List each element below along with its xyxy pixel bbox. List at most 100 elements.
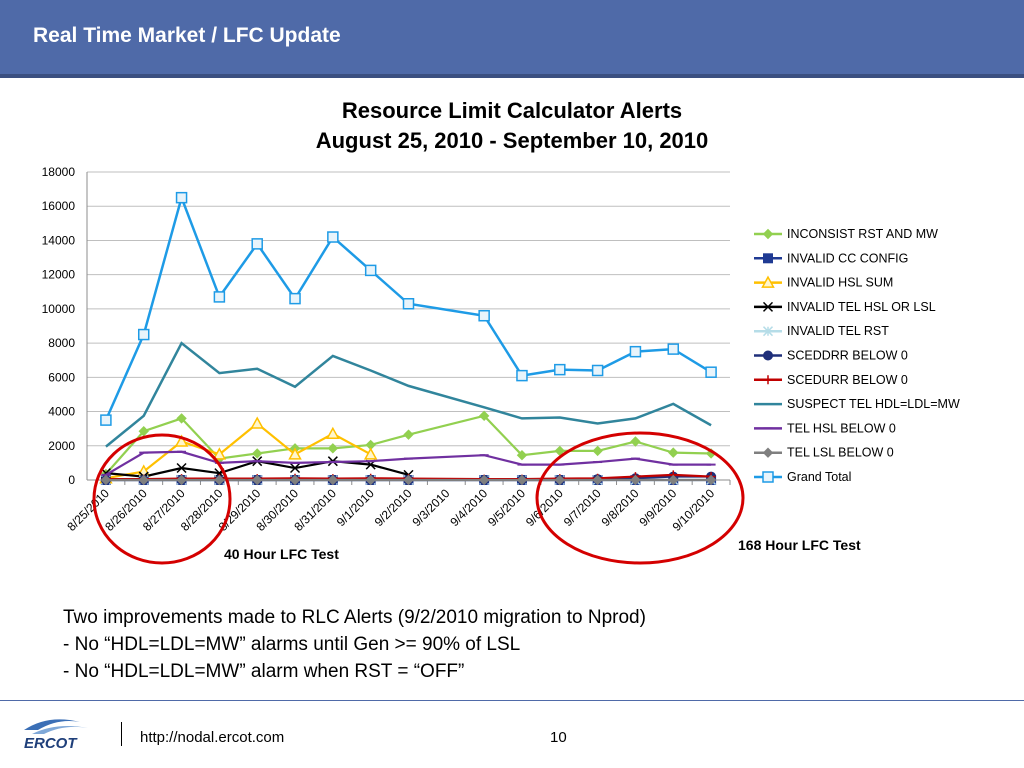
notes-line-1: Two improvements made to RLC Alerts (9/2…	[63, 607, 646, 628]
data-point	[592, 445, 603, 457]
data-point	[668, 447, 679, 458]
legend-label: TEL HSL BELOW 0	[787, 421, 896, 435]
footer-url[interactable]: http://nodal.ercot.com	[140, 729, 285, 746]
data-point	[403, 429, 414, 440]
legend-item: INVALID CC CONFIG	[754, 251, 908, 265]
data-point	[363, 447, 378, 460]
x-tick-label: 9/3/2010	[410, 486, 453, 529]
legend-item: SCEDDRR BELOW 0	[754, 349, 908, 363]
notes-line-3: - No “HDL=LDL=MW” alarm when RST = “OFF”	[63, 661, 465, 682]
data-point	[516, 449, 528, 461]
legend-item: SUSPECT TEL HDL=LDL=MW	[754, 397, 960, 411]
data-point	[212, 447, 227, 460]
data-point	[326, 426, 340, 440]
legend-label: SUSPECT TEL HDL=LDL=MW	[787, 397, 960, 411]
x-tick-label: 9/10/2010	[670, 486, 718, 534]
legend-item: INVALID TEL HSL OR LSL	[754, 300, 936, 314]
data-point	[630, 474, 641, 486]
data-point	[137, 328, 150, 341]
data-point	[516, 474, 528, 486]
legend-marker	[763, 350, 773, 361]
data-point	[250, 416, 264, 429]
y-tick-label: 8000	[48, 336, 75, 350]
chart-subtitle: August 25, 2010 - September 10, 2010	[315, 128, 709, 153]
data-point	[138, 474, 149, 486]
data-point	[214, 474, 225, 486]
notes: Two improvements made to RLC Alerts (9/2…	[63, 604, 646, 685]
data-point	[289, 462, 301, 474]
legend-label: INVALID HSL SUM	[787, 276, 893, 290]
data-point	[478, 474, 490, 486]
data-point	[591, 364, 604, 377]
data-point	[176, 474, 187, 486]
chart-title: Resource Limit Calculator Alerts	[341, 98, 683, 123]
data-point	[100, 474, 112, 486]
y-tick-labels: 0 2000 4000 6000 8000 10000 12000 14000 16000 180…	[42, 165, 76, 487]
chart-series	[99, 191, 717, 486]
x-tick-label: 9/1/2010	[334, 486, 377, 529]
series-grand-total	[100, 191, 717, 426]
legend-item: INCONSIST RST AND MW	[754, 227, 938, 241]
y-tick-label: 2000	[48, 439, 75, 453]
y-tick-label: 0	[68, 473, 75, 487]
x-tick-label: 9/5/2010	[485, 486, 528, 529]
data-point	[327, 231, 339, 243]
data-point	[478, 309, 490, 322]
series-line	[105, 450, 712, 476]
data-point	[289, 292, 301, 305]
data-point	[478, 410, 490, 422]
series-inconsist-rst-and-mw	[100, 410, 717, 480]
x-tick-label: 9/4/2010	[447, 486, 490, 529]
legend-marker	[763, 253, 773, 264]
series-line	[105, 422, 372, 480]
data-point	[516, 369, 528, 382]
header-rule	[0, 74, 1024, 78]
y-tick-label: 14000	[42, 233, 76, 247]
legend-marker	[763, 375, 773, 385]
series-tel-lsl-below-0	[100, 474, 717, 486]
legend-label: TEL LSL BELOW 0	[787, 446, 894, 460]
data-point	[554, 474, 566, 486]
data-point	[630, 436, 641, 447]
slide-title: Real Time Market / LFC Update	[33, 24, 341, 47]
logo-text: ERCOT	[24, 735, 78, 752]
right-callout: 168 Hour LFC Test	[738, 537, 861, 553]
legend-item: TEL HSL BELOW 0	[754, 421, 896, 435]
data-point	[402, 298, 415, 310]
y-tick-label: 18000	[42, 165, 76, 179]
legend-item: Grand Total	[754, 470, 851, 484]
footer-separator	[121, 722, 122, 746]
legend-marker	[762, 471, 774, 483]
data-point	[327, 474, 339, 486]
data-point	[364, 264, 377, 277]
x-tick-label: 9/8/2010	[599, 486, 642, 529]
y-tick-label: 10000	[42, 302, 76, 316]
ercot-logo: ERCOT	[24, 719, 88, 752]
data-point	[668, 474, 679, 486]
chart: 8/25/20108/26/20108/27/20108/28/20108/29…	[42, 165, 960, 565]
data-point	[705, 474, 717, 486]
footer-rule	[0, 700, 1024, 701]
legend-marker	[761, 275, 775, 288]
data-point	[176, 462, 187, 474]
data-point	[667, 343, 680, 355]
notes-line-2: - No “HDL=LDL=MW” alarms until Gen >= 90…	[63, 634, 521, 655]
data-point	[592, 474, 603, 486]
data-point	[251, 238, 263, 250]
data-point	[175, 191, 188, 204]
data-point	[288, 447, 302, 460]
x-tick-label: 9/2/2010	[372, 486, 415, 529]
data-point	[327, 443, 339, 454]
page-number: 10	[550, 729, 567, 746]
legend-label: INVALID TEL HSL OR LSL	[787, 300, 936, 314]
x-tick-label: 9/7/2010	[561, 486, 604, 529]
data-point	[403, 474, 414, 486]
data-point	[629, 345, 642, 358]
left-callout: 40 Hour LFC Test	[224, 546, 339, 562]
data-point	[174, 434, 189, 447]
data-point	[100, 414, 112, 426]
legend-marker	[762, 301, 774, 312]
series-line	[104, 193, 712, 421]
data-point	[554, 363, 566, 376]
x-tick-labels: 8/25/20108/26/20108/27/20108/28/20108/29…	[64, 486, 717, 534]
